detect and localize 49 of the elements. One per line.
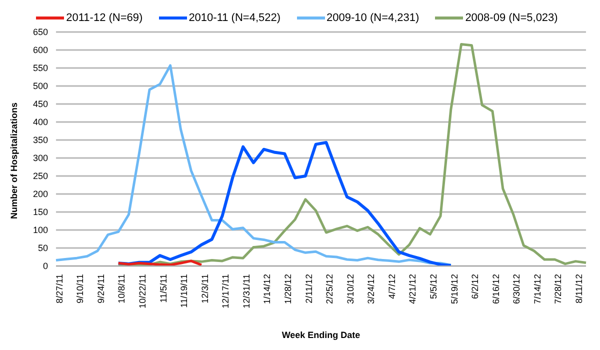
y-tick-label: 600 — [32, 45, 48, 56]
y-tick-label: 250 — [32, 171, 48, 182]
x-tick-label: 11/5/11 — [158, 274, 168, 303]
y-tick-label: 650 — [32, 27, 48, 38]
x-tick-label: 2/25/12 — [324, 274, 335, 304]
x-tick-label: 7/28/12 — [553, 274, 564, 304]
x-tick-label: 12/17/11 — [220, 274, 231, 308]
x-tick-label: 4/7/12 — [386, 274, 397, 300]
x-tick-label: 2/11/12 — [304, 274, 314, 304]
x-tick-label: 3/24/12 — [366, 274, 376, 304]
y-tick-label: 550 — [32, 63, 48, 74]
x-tick-label: 6/2/12 — [470, 274, 480, 300]
x-tick-label: 10/8/11 — [116, 274, 127, 304]
y-tick-label: 150 — [32, 207, 48, 218]
x-tick-label: 4/21/12 — [408, 274, 418, 304]
x-tick-label: 9/24/11 — [96, 274, 106, 304]
y-tick-label: 200 — [32, 189, 48, 200]
legend-label: 2011-12 (N=69) — [66, 12, 143, 24]
x-tick-label: 8/11/12 — [574, 274, 584, 304]
x-tick-label: 1/28/12 — [283, 274, 294, 304]
x-tick-label: 3/10/12 — [345, 274, 356, 304]
x-tick-label: 5/19/12 — [449, 274, 460, 304]
x-tick-label: 10/22/11 — [138, 274, 148, 308]
x-axis-title: Week Ending Date — [282, 330, 360, 340]
y-tick-label: 50 — [38, 243, 48, 254]
x-tick-label: 11/19/11 — [179, 274, 190, 308]
line-series — [116, 141, 452, 266]
y-tick-label: 500 — [32, 81, 48, 92]
y-tick-label: 100 — [32, 225, 48, 236]
x-tick-label: 9/10/11 — [75, 274, 86, 304]
line-series — [54, 64, 452, 266]
legend-label: 2009-10 (N=4,231) — [326, 12, 420, 24]
x-tick-label: 6/16/12 — [490, 274, 501, 304]
x-tick-label: 6/30/12 — [512, 274, 522, 304]
legend-label: 2008-09 (N=5,023) — [465, 12, 558, 24]
x-tick-label: 1/14/12 — [262, 274, 272, 304]
x-tick-label: 5/5/12 — [428, 274, 439, 300]
x-tick-label: 12/3/11 — [200, 274, 210, 304]
y-tick-label: 450 — [32, 99, 48, 110]
y-tick-label: 350 — [32, 135, 48, 146]
y-axis-title: Number of Hospitalizations — [9, 102, 20, 219]
y-tick-label: 400 — [32, 117, 48, 128]
y-tick-label: 0 — [42, 261, 48, 272]
x-tick-label: 7/14/12 — [532, 274, 542, 304]
y-tick-label: 300 — [32, 153, 48, 164]
line-series — [117, 42, 588, 266]
legend-label: 2010-11 (N=4,522) — [188, 12, 281, 24]
x-tick-label: 12/31/11 — [241, 274, 252, 308]
x-tick-label: 8/27/11 — [54, 274, 64, 304]
